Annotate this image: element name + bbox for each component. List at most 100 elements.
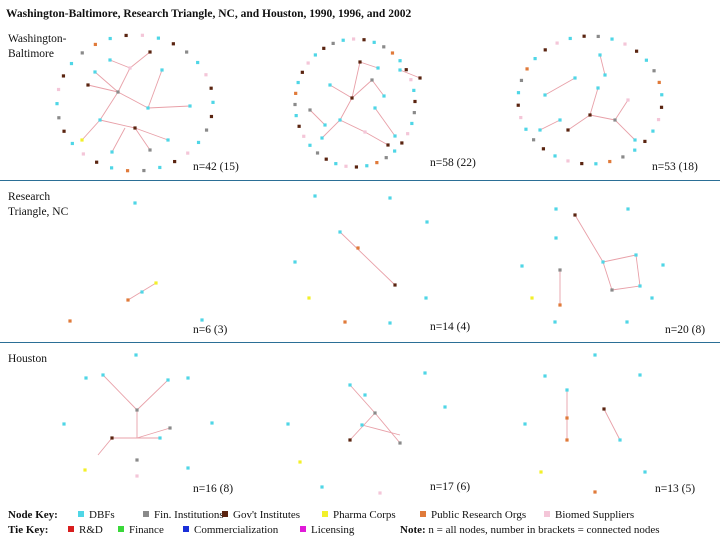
network-node	[344, 164, 348, 168]
network-node	[558, 303, 562, 307]
node-key-item: Gov't Institutes	[222, 509, 300, 521]
network-node	[365, 164, 369, 168]
network-node	[148, 50, 152, 54]
network-tie	[102, 374, 138, 411]
network-node	[382, 45, 386, 49]
network-node	[300, 70, 304, 74]
network-tie	[97, 437, 113, 456]
network-node	[596, 86, 600, 90]
network-node	[126, 298, 130, 302]
network-node	[363, 393, 367, 397]
network-node	[356, 246, 360, 250]
network-node	[373, 106, 377, 110]
network-node	[409, 78, 413, 82]
network-node	[302, 134, 306, 138]
network-node	[140, 290, 144, 294]
network-node	[568, 36, 572, 41]
panel-count-label: n=16 (8)	[193, 483, 233, 495]
network-node	[81, 152, 85, 156]
network-tie	[614, 99, 629, 121]
network-node	[86, 83, 90, 87]
network-node	[308, 143, 312, 147]
network-node	[128, 66, 132, 70]
network-node	[382, 94, 386, 98]
network-node	[110, 436, 114, 440]
network-node	[656, 117, 661, 122]
network-tie	[129, 51, 151, 69]
network-node	[166, 378, 170, 382]
network-node	[541, 147, 546, 151]
network-node	[565, 416, 569, 420]
network-node	[351, 37, 356, 41]
network-node	[516, 91, 521, 95]
network-tie	[374, 412, 401, 444]
panel-count-label: n=17 (6)	[430, 481, 470, 493]
network-node	[558, 268, 562, 272]
network-node	[341, 38, 345, 42]
network-node	[323, 123, 327, 127]
network-node	[594, 162, 598, 166]
network-node	[293, 260, 297, 264]
network-node	[62, 129, 66, 133]
network-node	[375, 161, 379, 165]
network-node	[398, 59, 402, 63]
network-node	[657, 80, 661, 85]
network-node	[211, 100, 215, 104]
network-node	[209, 114, 214, 119]
network-node	[70, 141, 74, 146]
network-node	[596, 34, 600, 39]
network-node	[566, 159, 570, 163]
network-node	[643, 470, 647, 474]
network-node	[93, 70, 97, 74]
network-node	[101, 373, 105, 377]
network-node	[186, 151, 190, 155]
network-tie	[109, 59, 131, 69]
network-tie	[599, 54, 606, 76]
network-node	[61, 74, 66, 78]
network-node	[634, 49, 639, 53]
network-node	[372, 40, 376, 44]
network-node	[204, 128, 209, 132]
node-key: Node Key: DBFs Fin. Institutions Gov't I…	[8, 509, 720, 524]
network-node	[116, 90, 120, 94]
panel-count-label: n=20 (8)	[665, 324, 705, 336]
network-node	[338, 230, 342, 234]
network-node	[324, 157, 328, 161]
network-node	[296, 80, 300, 85]
network-node	[598, 53, 602, 57]
network-node	[286, 422, 290, 426]
network-node	[373, 411, 377, 415]
network-tie	[99, 119, 136, 129]
network-node	[565, 388, 569, 392]
network-node	[348, 438, 352, 442]
network-node	[133, 126, 137, 130]
network-tie	[371, 79, 385, 97]
network-tie	[567, 114, 591, 131]
network-tie	[361, 424, 401, 436]
node-key-item: Biomed Suppliers	[544, 509, 634, 521]
network-tie	[544, 77, 576, 96]
network-node	[108, 58, 112, 62]
network-tie	[309, 109, 326, 126]
tie-key-item: Commercialization	[183, 524, 278, 536]
network-tie	[147, 69, 163, 109]
panel-count-label: n=14 (4)	[430, 321, 470, 333]
network-node	[618, 438, 622, 442]
network-node	[57, 116, 61, 120]
network-node	[124, 33, 128, 38]
network-tie	[589, 114, 616, 121]
network-node	[55, 102, 59, 106]
network-tie	[87, 84, 119, 93]
network-tie	[351, 79, 373, 99]
network-node	[294, 91, 298, 95]
network-node	[350, 96, 354, 100]
network-tie	[134, 127, 151, 151]
network-node	[343, 320, 347, 324]
network-node	[158, 436, 162, 440]
network-node	[140, 33, 145, 37]
network-node	[413, 99, 417, 104]
network-node	[142, 168, 146, 173]
network-node	[424, 296, 428, 300]
network-node	[543, 93, 547, 97]
network-tie	[602, 261, 613, 291]
